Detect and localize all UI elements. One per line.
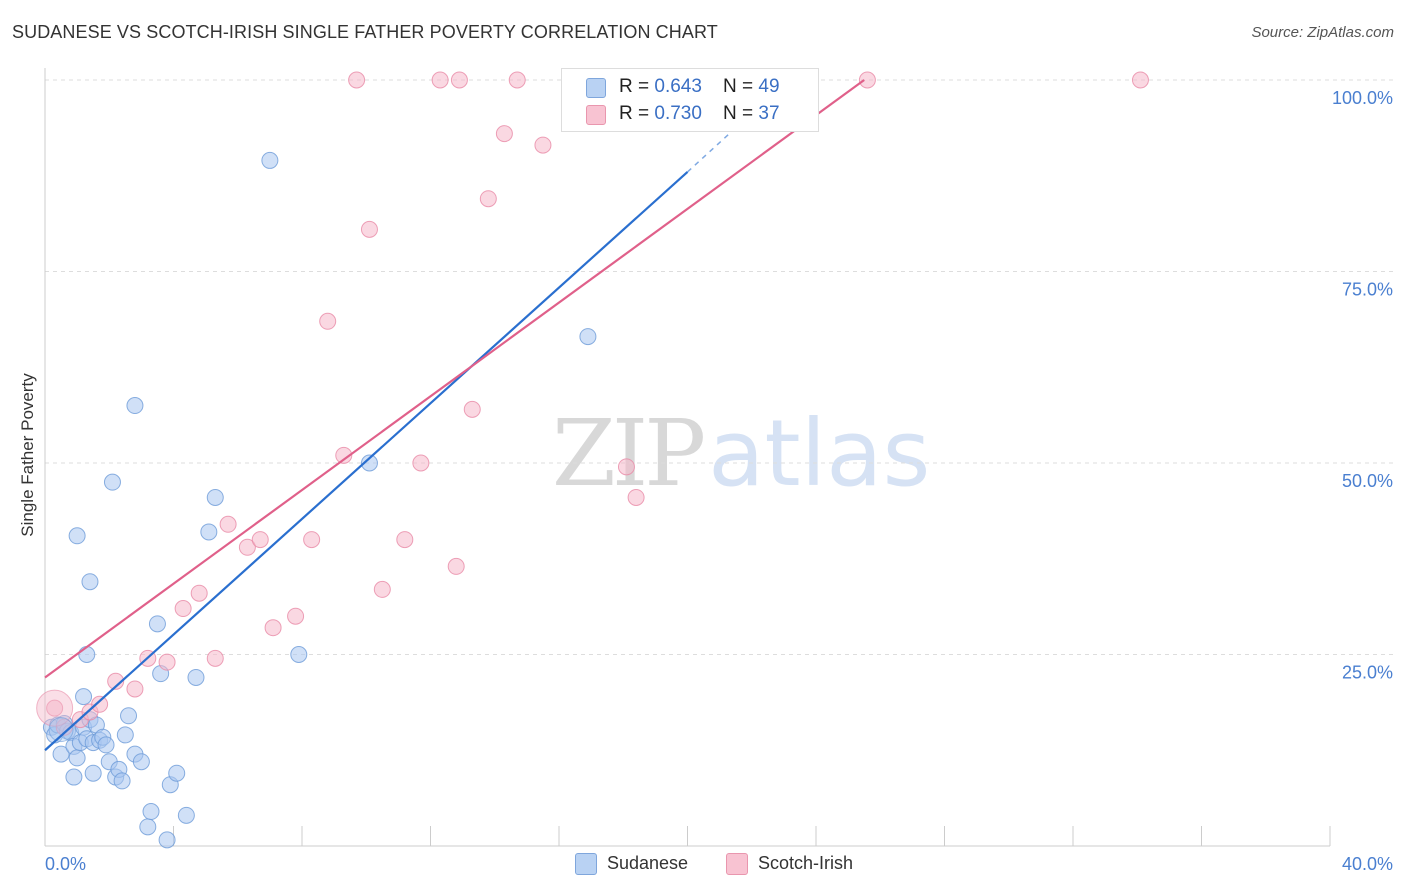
legend-label-scotch-irish: Scotch-Irish [758,853,854,873]
sudanese-point [52,745,70,763]
sudanese-swatch [575,853,597,875]
r-value: 0.643 [654,76,702,97]
sudanese-point [75,688,93,706]
trend-layer [44,79,865,752]
sudanese-point [65,768,83,786]
sudanese-point [142,803,160,821]
scotch-irish-point [360,220,378,238]
chart-title: SUDANESE VS SCOTCH-IRISH SINGLE FATHER P… [12,22,718,42]
x-tick-label: 40.0% [1342,854,1393,874]
points-layer [36,71,1149,849]
n-label: N = [723,76,759,97]
scotch-irish-swatch [586,105,606,125]
sudanese-point [139,818,157,836]
scotch-irish-cluster-point [36,689,74,727]
scotch-irish-point [627,488,645,506]
scotch-irish-point [251,531,269,549]
sudanese-point [168,764,186,782]
sudanese-point [148,615,166,633]
r-label: R = [619,103,655,124]
n-value: 49 [758,76,780,97]
scotch-irish-point [158,653,176,671]
scotch-irish-point [126,680,144,698]
scotch-irish-point [264,619,282,637]
sudanese-point [113,772,131,790]
sudanese-trend-line [44,171,689,752]
r-value: 0.730 [654,103,702,124]
scotch-irish-point [447,557,465,575]
legend-label-sudanese: Sudanese [607,853,689,873]
sudanese-point [187,668,205,686]
sudanese-point [261,151,279,169]
scotch-irish-point [287,607,305,625]
scotch-irish-point [495,125,513,143]
sudanese-swatch [586,78,606,98]
scotch-irish-point [219,515,237,533]
sudanese-point [84,764,102,782]
scotch-irish-point [46,699,64,717]
scotch-irish-point [174,600,192,618]
scotch-irish-point [479,190,497,208]
y-tick-label: 100.0% [1332,88,1393,108]
scotch-irish-point [508,71,526,89]
sudanese-point [120,707,138,725]
sudanese-point [132,753,150,771]
sudanese-trend-extension [686,83,785,173]
scotch-irish-point [55,718,73,736]
scotch-irish-point [858,71,876,89]
sudanese-point [68,749,86,767]
sudanese-point [200,523,218,541]
sudanese-point [206,488,224,506]
n-value: 37 [758,103,780,124]
scotch-irish-point [450,71,468,89]
scotch-irish-point [107,672,125,690]
sudanese-point [126,397,144,415]
scotch-irish-point [431,71,449,89]
sudanese-point [579,328,597,346]
scotch-irish-point [206,649,224,667]
scotch-irish-point [396,531,414,549]
watermark-atlas: atlas [708,400,931,507]
source-label: Source: ZipAtlas.com [1251,24,1394,41]
sudanese-point [68,527,86,545]
sudanese-point [103,473,121,491]
sudanese-cluster-point [48,717,74,743]
scotch-irish-point [534,136,552,154]
scotch-irish-point [463,400,481,418]
sudanese-point [97,736,115,754]
scotch-irish-point [1131,71,1149,89]
scotch-irish-point [373,580,391,598]
scotch-irish-point [91,695,109,713]
n-label: N = [723,103,759,124]
r-label: R = [619,76,655,97]
scotch-irish-point [319,312,337,330]
scotch-irish-point [617,458,635,476]
watermark: ZIPatlas [552,400,931,507]
scotch-irish-trend-line [44,79,865,679]
x-tick-label: 0.0% [45,854,86,874]
sudanese-point [158,831,176,849]
y-tick-label: 75.0% [1342,280,1393,300]
sudanese-point [78,646,96,663]
scotch-irish-point [303,531,321,549]
scotch-irish-point [335,446,353,464]
sudanese-point [360,454,378,472]
y-tick-label: 25.0% [1342,663,1393,683]
sudanese-point [81,573,99,591]
watermark-zip: ZIP [552,400,706,507]
scotch-irish-swatch [726,853,748,875]
sudanese-point [116,726,134,744]
sudanese-point [177,806,195,824]
tick-label-layer: 25.0% 50.0% 75.0% 100.0% 0.0% 40.0% [45,88,1393,874]
y-tick-label: 50.0% [1342,471,1393,491]
axis-layer [44,68,1331,847]
scotch-irish-point [412,454,430,472]
scotch-irish-point [190,584,208,602]
sudanese-point [290,646,308,663]
scotch-irish-point [348,71,366,89]
correlation-legend: R = 0.643 N = 49 R = 0.730 N = 37 [561,68,819,132]
scotch-irish-point [238,538,256,556]
